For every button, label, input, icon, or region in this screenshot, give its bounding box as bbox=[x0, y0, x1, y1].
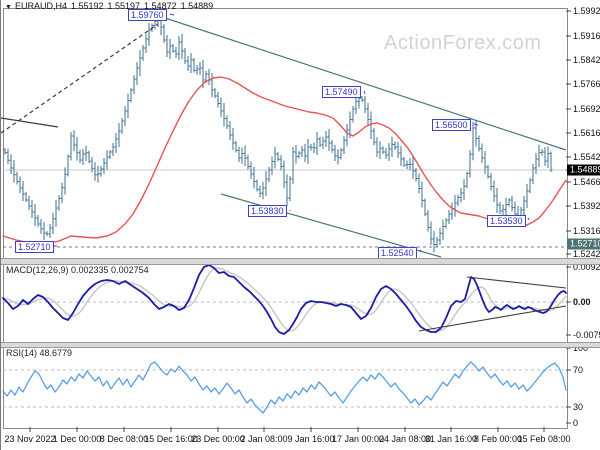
close-value: 1.54889 bbox=[180, 1, 214, 11]
collapse-chart-icon[interactable]: ▼ bbox=[5, 4, 12, 11]
price-flag: 1.59760 bbox=[128, 9, 167, 21]
panel-separator[interactable] bbox=[1, 342, 600, 348]
date-label: 23 Dec 00:00 bbox=[191, 434, 245, 444]
current-price-box: 1.54889 bbox=[567, 164, 600, 176]
price-axis-label: 1.59920 bbox=[573, 6, 600, 16]
price-flag: 1.56500 bbox=[432, 119, 471, 131]
macd-wedge-trendline bbox=[466, 276, 567, 289]
rsi-axis-label: 0 bbox=[573, 418, 579, 428]
macd-axis-label: -0.007517 bbox=[573, 330, 600, 340]
macd-wedge-trendline bbox=[418, 305, 567, 332]
macd-main-line bbox=[2, 264, 567, 335]
price-axis-label: 1.54660 bbox=[573, 177, 600, 187]
flag-connector bbox=[363, 90, 366, 95]
low-value: 1.54872 bbox=[144, 1, 177, 11]
date-label: 1 Dec 00:00 bbox=[52, 434, 102, 444]
trendline bbox=[158, 15, 567, 151]
price-axis-label: 1.56160 bbox=[573, 128, 600, 138]
rsi-line bbox=[2, 361, 567, 414]
macd-signal-line bbox=[4, 267, 567, 332]
flag-connector bbox=[169, 13, 175, 16]
date-label: 15 Feb 08:00 bbox=[517, 434, 571, 444]
date-label: 9 Jan 16:00 bbox=[287, 434, 335, 444]
ohlc-header: ▼ EURAUD,H4 1.55192 1.55197 1.54872 1.54889 bbox=[5, 1, 217, 11]
rsi-axis-label: 30 bbox=[573, 402, 584, 412]
rsi-axis-label: 100 bbox=[573, 343, 589, 353]
rsi-indicator-label: RSI(14) 48.6779 bbox=[6, 348, 73, 358]
date-label: 24 Jan 08:00 bbox=[378, 434, 432, 444]
price-axis-label: 1.58420 bbox=[573, 55, 600, 65]
price-axis-label: 1.55420 bbox=[573, 152, 600, 162]
macd-indicator-label: MACD(12,26,9) 0.002335 0.002754 bbox=[6, 265, 149, 275]
flag-connector bbox=[527, 217, 530, 221]
date-label: 15 Dec 16:00 bbox=[144, 434, 198, 444]
price-axis-label: 1.59160 bbox=[573, 31, 600, 41]
flag-connector bbox=[419, 249, 422, 253]
date-label: 8 Feb 00:00 bbox=[473, 434, 523, 444]
support-price-box: 1.52710 bbox=[567, 238, 600, 250]
date-label: 2 Jan 08:00 bbox=[240, 434, 288, 444]
price-axis-label: 1.52420 bbox=[573, 249, 600, 259]
price-flag: 1.53830 bbox=[248, 205, 287, 217]
price-axis-label: 1.56920 bbox=[573, 104, 600, 114]
price-axis-label: 1.57660 bbox=[573, 79, 600, 89]
price-flag: 1.57490 bbox=[322, 86, 361, 98]
trendline bbox=[1, 23, 159, 134]
price-axis-label: 1.53160 bbox=[573, 226, 600, 236]
flag-connector bbox=[473, 123, 479, 126]
price-flag: 1.52710 bbox=[15, 241, 54, 253]
watermark: ActionForex.com bbox=[384, 32, 542, 54]
price-axis-label: 1.53920 bbox=[573, 201, 600, 211]
high-value: 1.55197 bbox=[107, 1, 141, 11]
macd-axis-label: 0.009263 bbox=[573, 262, 600, 272]
date-label: 23 Nov 2022 bbox=[4, 434, 56, 444]
macd-axis-label: 0.00 bbox=[573, 297, 591, 307]
ohlc-bars bbox=[4, 11, 552, 253]
date-label: 8 Dec 08:00 bbox=[99, 434, 149, 444]
rsi-axis-label: 70 bbox=[573, 365, 584, 375]
trendline bbox=[1, 117, 59, 128]
open-value: 1.55192 bbox=[70, 1, 104, 11]
ohlc-bar-ticks bbox=[3, 18, 553, 245]
date-label: 17 Jan 00:00 bbox=[331, 434, 385, 444]
panel-separator[interactable] bbox=[1, 258, 600, 265]
trendline bbox=[220, 193, 442, 258]
price-flag: 1.53530 bbox=[487, 215, 526, 227]
date-label: 31 Jan 16:00 bbox=[424, 434, 478, 444]
symbol-timeframe-label: EURAUD,H4 bbox=[14, 1, 67, 11]
